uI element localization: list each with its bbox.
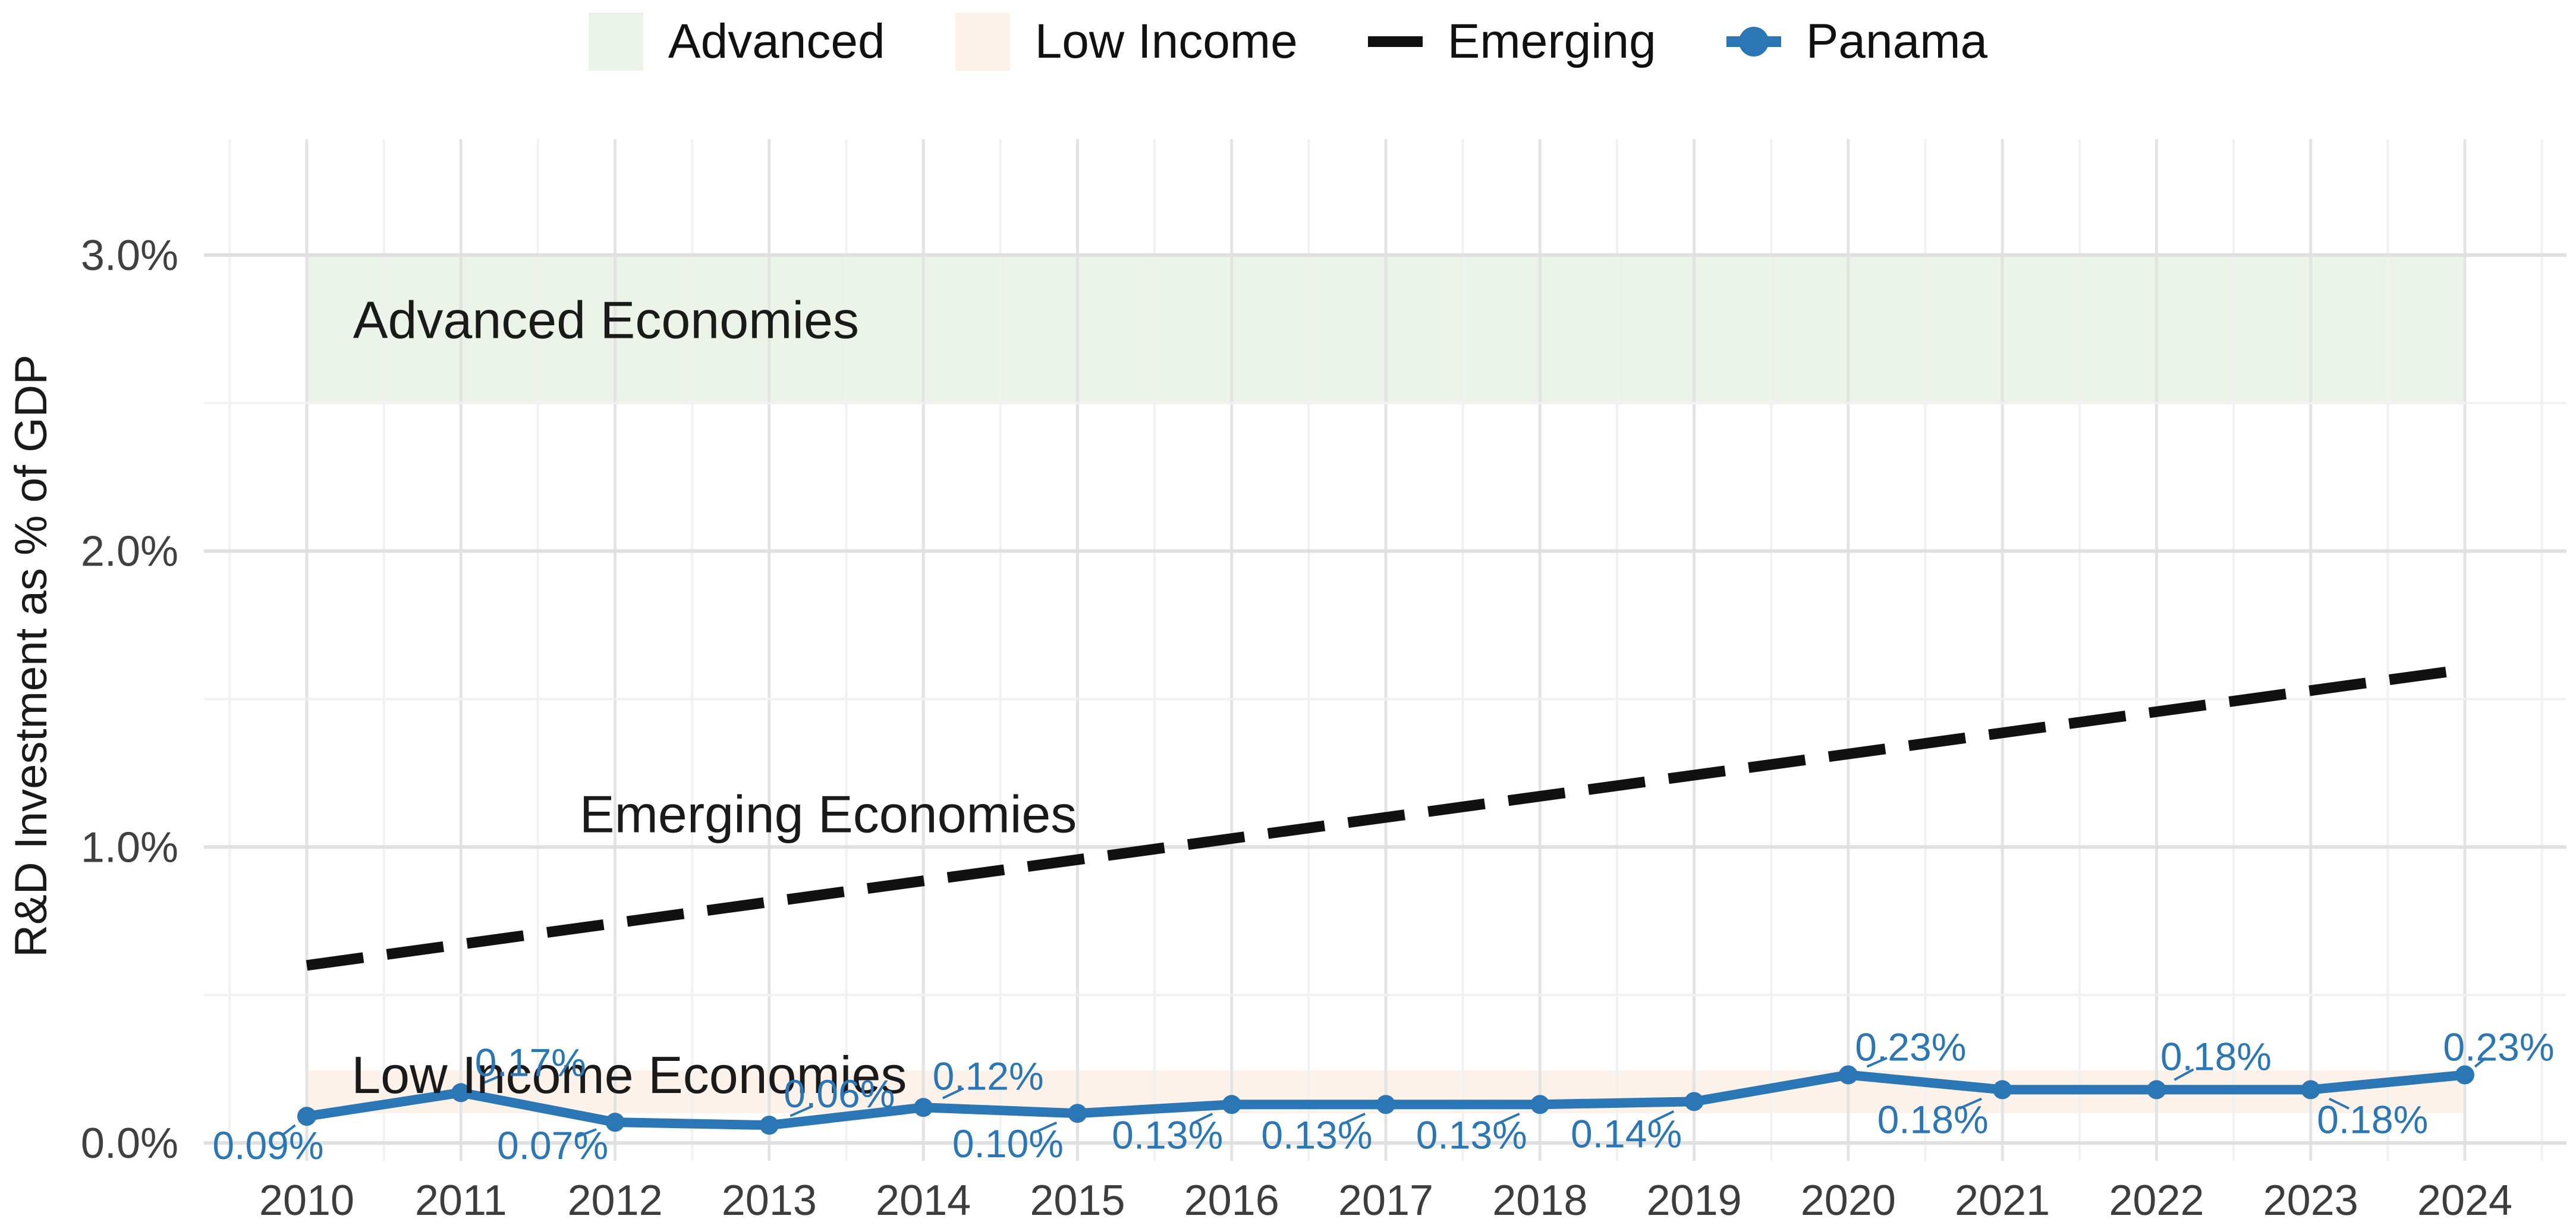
legend-item-low-income[interactable]: Low Income <box>955 12 1298 71</box>
label-leader-2016 <box>1191 1113 1213 1125</box>
label-leader-2012 <box>575 1128 597 1138</box>
legend-label-advanced: Advanced <box>668 14 885 68</box>
panama-point-2019 <box>1684 1092 1704 1111</box>
x-tick-2017: 2017 <box>1338 1177 1433 1224</box>
low-income-economies-label: Low Income Economies <box>351 1045 907 1104</box>
label-leader-2011 <box>481 1073 505 1085</box>
x-tick-2019: 2019 <box>1646 1177 1741 1224</box>
y-tick-0.0%: 0.0% <box>81 1120 178 1167</box>
label-leader-2020 <box>1866 1057 1888 1068</box>
label-leader-2014 <box>942 1087 964 1100</box>
x-tick-2011: 2011 <box>415 1177 507 1224</box>
label-leader-2024 <box>2474 1057 2487 1068</box>
emerging-line <box>306 664 2466 971</box>
x-tick-2018: 2018 <box>1492 1177 1587 1224</box>
panama-point-2018 <box>1530 1095 1550 1114</box>
data-label-2016: 0.13% <box>1112 1113 1223 1157</box>
panama-point-2015 <box>1068 1104 1087 1123</box>
advanced-swatch-icon <box>588 12 643 71</box>
panama-point-2014 <box>914 1098 933 1117</box>
panama-point-2023 <box>2301 1080 2320 1100</box>
y-tick-3.0%: 3.0% <box>81 232 178 279</box>
legend: Advanced Low Income Emerging Panama <box>0 4 2576 80</box>
panama-point-2020 <box>1838 1065 1858 1085</box>
legend-item-emerging[interactable]: Emerging <box>1367 14 1656 68</box>
label-leader-2021 <box>1958 1097 1982 1110</box>
label-leader-2010 <box>282 1124 296 1136</box>
data-label-2022: 0.18% <box>2160 1034 2272 1078</box>
axes-layer: 0.0% 1.0% 2.0% 3.0% 2010 2011 2012 2013 2014 2015… <box>6 232 2512 1224</box>
x-tick-2024: 2024 <box>2417 1177 2512 1224</box>
panama-point-2021 <box>1993 1080 2012 1100</box>
data-label-2010: 0.09% <box>212 1123 323 1167</box>
x-tick-2013: 2013 <box>722 1177 817 1224</box>
panama-point-2011 <box>451 1083 471 1103</box>
y-axis-title: R&D Investment as % of GDP <box>6 354 56 957</box>
data-label-2015: 0.10% <box>952 1122 1064 1166</box>
x-tick-2014: 2014 <box>876 1177 971 1224</box>
label-leader-2018 <box>1497 1113 1520 1125</box>
series-layer <box>282 664 2487 1138</box>
panama-point-2012 <box>605 1113 625 1132</box>
panama-point-2017 <box>1376 1095 1395 1114</box>
x-tick-2022: 2022 <box>2109 1177 2204 1224</box>
emerging-economies-label: Emerging Economies <box>580 784 1077 843</box>
x-tick-2015: 2015 <box>1030 1177 1125 1224</box>
label-leader-2013 <box>790 1105 813 1117</box>
data-label-2021: 0.18% <box>1877 1097 1989 1141</box>
data-label-2019: 0.14% <box>1571 1111 1682 1155</box>
label-leader-2017 <box>1342 1113 1366 1125</box>
label-leader-2015 <box>1034 1122 1058 1134</box>
x-tick-2020: 2020 <box>1801 1177 1896 1224</box>
label-leader-2022 <box>2174 1068 2194 1081</box>
panama-point-2010 <box>297 1107 316 1126</box>
annotations-layer: Advanced Economies Emerging Economies Low … <box>351 290 1077 1104</box>
x-tick-2012: 2012 <box>567 1177 662 1224</box>
advanced-economies-label: Advanced Economies <box>353 290 859 349</box>
data-label-2017: 0.13% <box>1261 1113 1372 1157</box>
x-tick-2010: 2010 <box>259 1177 354 1224</box>
data-label-2023: 0.18% <box>2317 1097 2428 1141</box>
data-label-2018: 0.13% <box>1416 1113 1527 1157</box>
line-marker-icon <box>1726 27 1781 56</box>
data-label-2020: 0.23% <box>1855 1025 1966 1069</box>
legend-item-panama[interactable]: Panama <box>1726 17 1987 66</box>
data-label-2014: 0.12% <box>933 1054 1044 1098</box>
legend-label-panama: Panama <box>1806 14 1988 68</box>
x-tick-2016: 2016 <box>1184 1177 1279 1224</box>
data-label-2012: 0.07% <box>497 1123 608 1167</box>
data-label-2013: 0.06% <box>784 1072 895 1116</box>
data-label-2024: 0.23% <box>2443 1025 2554 1069</box>
x-tick-2021: 2021 <box>1955 1177 2050 1224</box>
gridlines-layer <box>204 139 2566 1161</box>
label-leader-2023 <box>2329 1097 2350 1110</box>
panama-point-2022 <box>2147 1080 2166 1100</box>
marker-dot-icon <box>1738 27 1769 56</box>
y-tick-1.0%: 1.0% <box>81 824 178 871</box>
panama-point-2016 <box>1222 1095 1241 1114</box>
y-tick-2.0%: 2.0% <box>81 528 178 576</box>
legend-label-emerging: Emerging <box>1447 14 1656 68</box>
x-tick-2023: 2023 <box>2263 1177 2358 1224</box>
panama-point-2013 <box>759 1116 779 1135</box>
legend-label-low-income: Low Income <box>1034 14 1298 68</box>
label-leader-2019 <box>1652 1110 1675 1123</box>
panama-point-2024 <box>2455 1065 2474 1085</box>
data-labels-layer: 0.09% 0.17% 0.07% 0.06% 0.12% 0.10% 0.13% 0.13%… <box>212 1025 2554 1168</box>
data-label-2011: 0.17% <box>475 1040 586 1084</box>
dashed-line-icon <box>1367 36 1423 47</box>
low-income-swatch-icon <box>955 12 1010 71</box>
legend-item-advanced[interactable]: Advanced <box>588 12 885 71</box>
